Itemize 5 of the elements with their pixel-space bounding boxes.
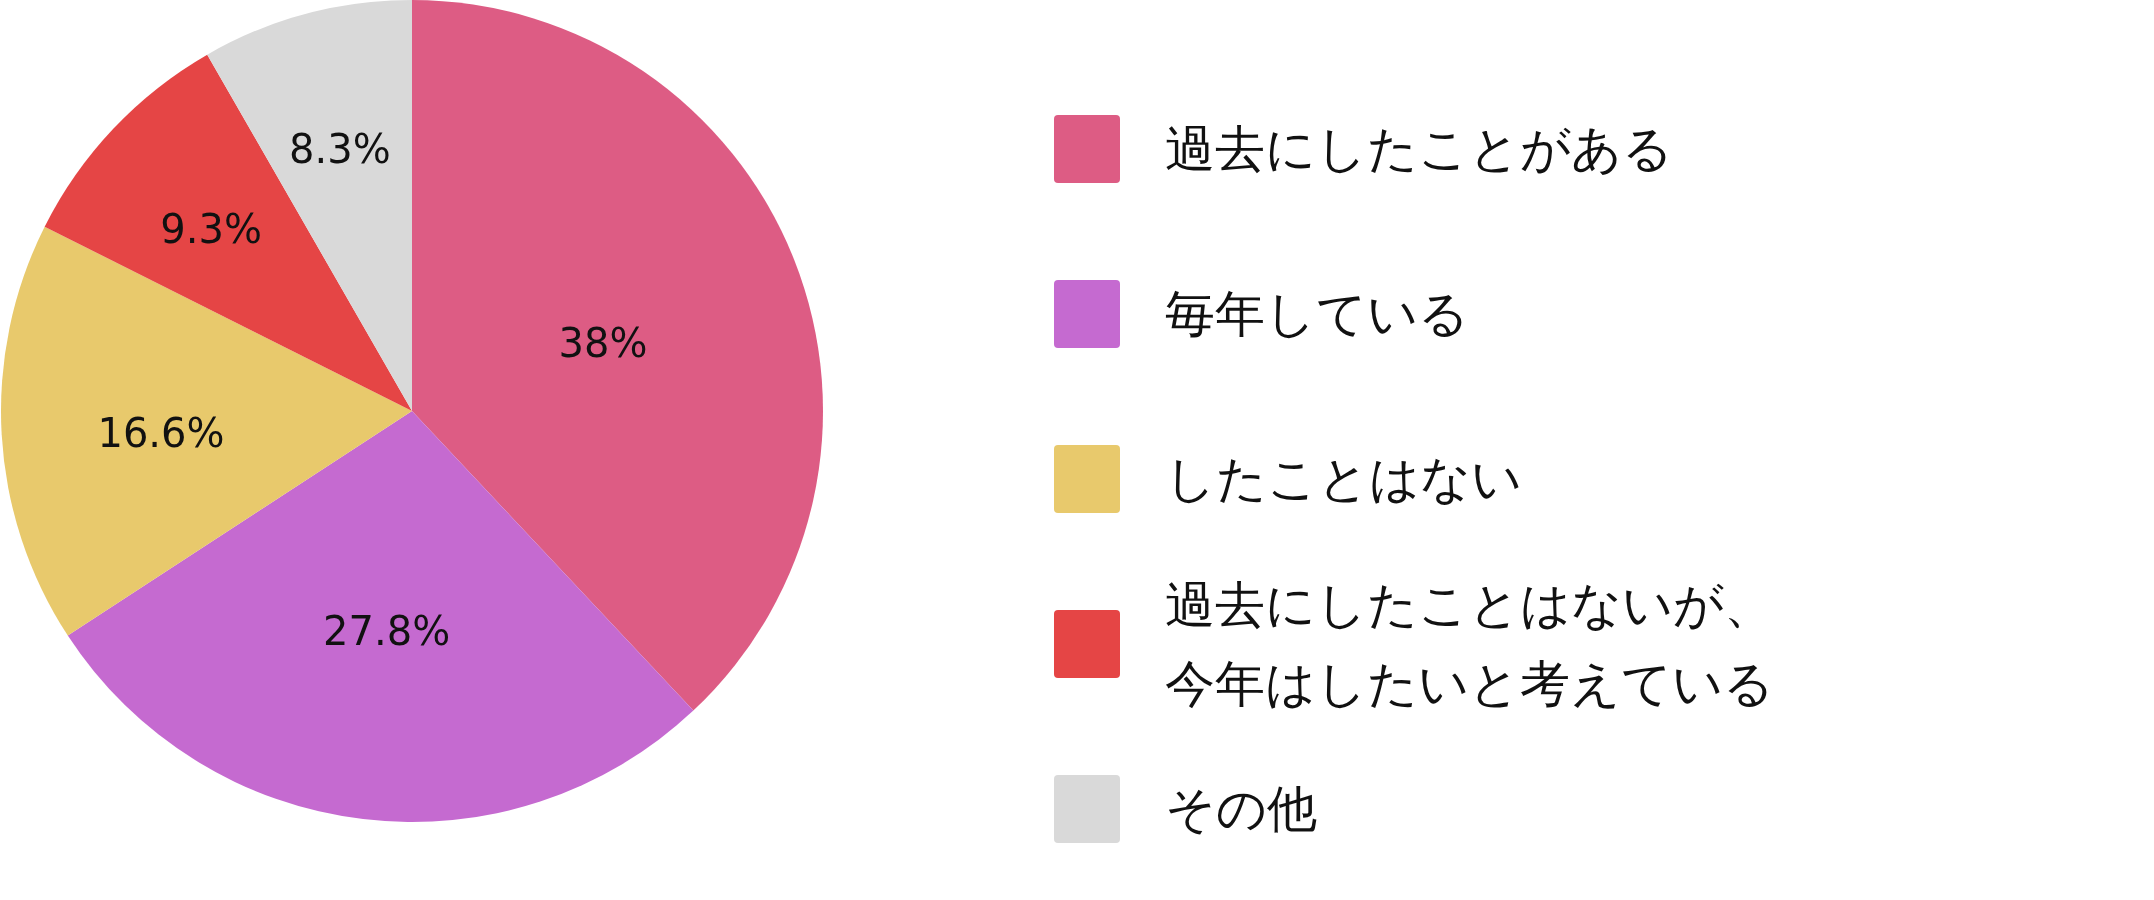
legend-label: その他 [1165, 780, 1317, 838]
legend-label: 毎年している [1165, 285, 1469, 343]
legend-label: 過去にしたことがある [1165, 120, 1673, 178]
legend-label: したことはない [1165, 450, 1522, 508]
legend-label: 過去にしたことはないが、今年はしたいと考えている [1165, 575, 1774, 713]
